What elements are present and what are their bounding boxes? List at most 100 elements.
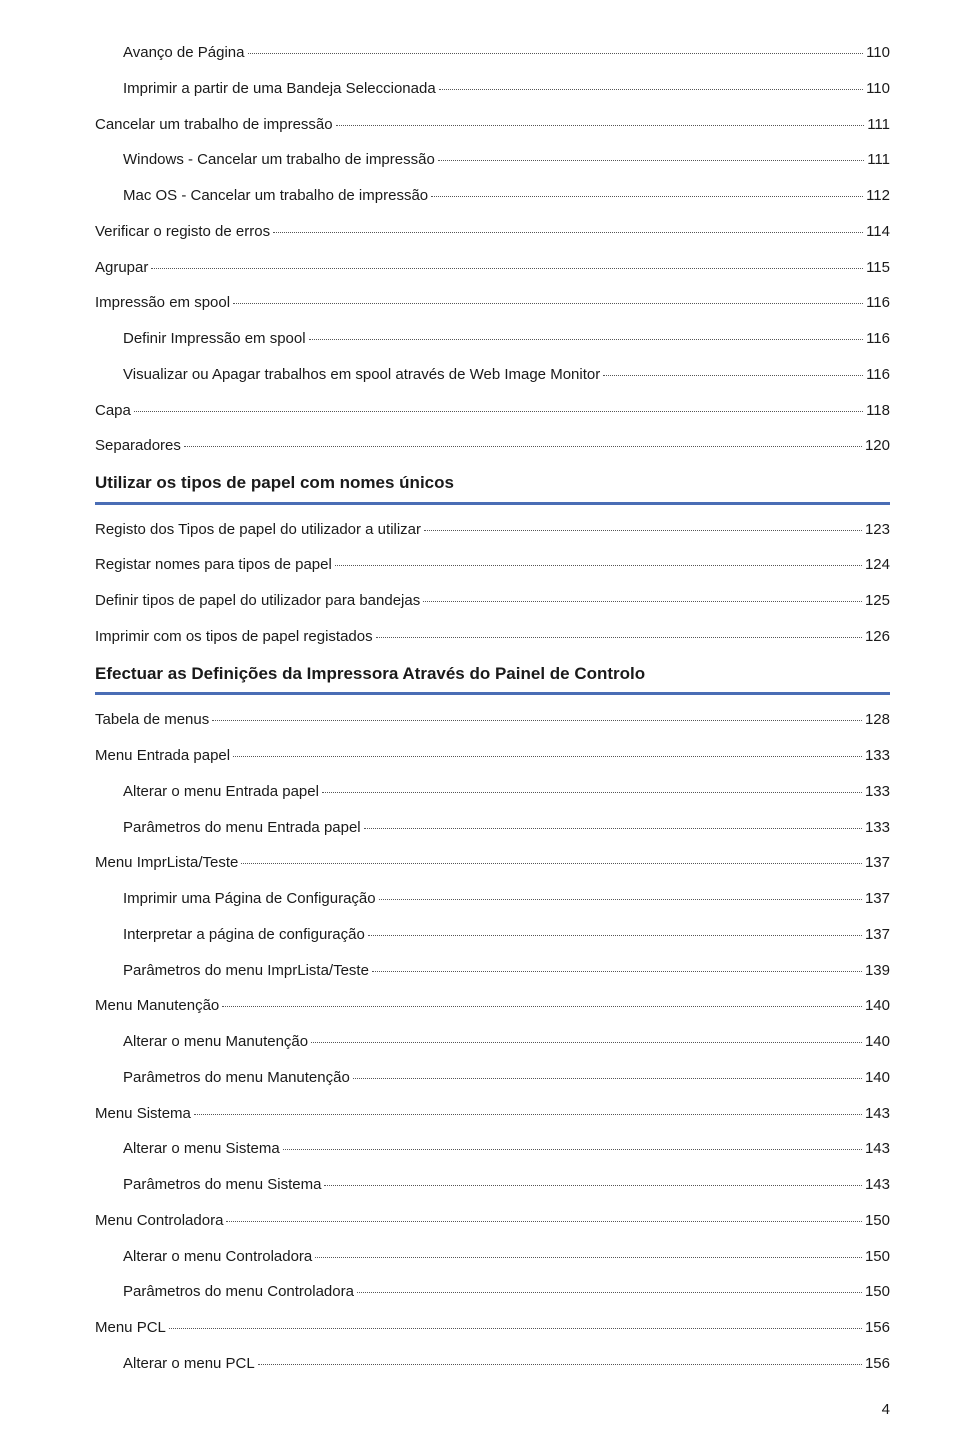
toc-entry: Windows - Cancelar um trabalho de impres… xyxy=(95,149,890,171)
toc-entry-page: 140 xyxy=(865,995,890,1017)
toc-leader xyxy=(222,995,862,1008)
toc-entry: Agrupar115 xyxy=(95,257,890,279)
toc-entry-label: Parâmetros do menu Controladora xyxy=(123,1281,354,1303)
toc-leader xyxy=(283,1138,862,1151)
toc-leader xyxy=(353,1066,862,1079)
toc-leader xyxy=(241,852,862,865)
toc-entry: Verificar o registo de erros114 xyxy=(95,221,890,243)
toc-entry-page: 118 xyxy=(866,400,890,422)
toc-leader xyxy=(357,1281,862,1294)
toc-entry-label: Separadores xyxy=(95,435,181,457)
toc-entry-page: 125 xyxy=(865,590,890,612)
toc-entry-page: 156 xyxy=(865,1353,890,1375)
toc-entry-label: Parâmetros do menu Sistema xyxy=(123,1174,321,1196)
toc-leader xyxy=(438,149,864,162)
toc-entry-label: Imprimir com os tipos de papel registado… xyxy=(95,626,373,648)
table-of-contents: Avanço de Página110Imprimir a partir de … xyxy=(95,42,890,1375)
toc-leader xyxy=(233,292,863,305)
toc-entry: Parâmetros do menu Controladora150 xyxy=(95,1281,890,1303)
toc-leader xyxy=(379,887,862,900)
toc-entry-page: 124 xyxy=(865,554,890,576)
toc-leader xyxy=(364,816,862,829)
toc-entry: Definir tipos de papel do utilizador par… xyxy=(95,590,890,612)
toc-entry: Separadores 120 xyxy=(95,435,890,457)
toc-leader xyxy=(376,625,862,638)
toc-entry-page: 156 xyxy=(865,1317,890,1339)
toc-entry-page: 139 xyxy=(865,960,890,982)
toc-leader xyxy=(134,399,863,412)
toc-entry-label: Imprimir uma Página de Configuração xyxy=(123,888,376,910)
toc-entry-label: Menu ImprLista/Teste xyxy=(95,852,238,874)
toc-entry-label: Menu Sistema xyxy=(95,1103,191,1125)
toc-entry-page: 143 xyxy=(865,1103,890,1125)
toc-entry-label: Menu Controladora xyxy=(95,1210,223,1232)
section-heading: Utilizar os tipos de papel com nomes úni… xyxy=(95,471,890,496)
section-underline xyxy=(95,692,890,695)
toc-entry-label: Alterar o menu Sistema xyxy=(123,1138,280,1160)
toc-entry-label: Alterar o menu Entrada papel xyxy=(123,781,319,803)
toc-entry: Definir Impressão em spool 116 xyxy=(95,328,890,350)
page-number: 4 xyxy=(95,1401,890,1418)
toc-entry-label: Interpretar a página de configuração xyxy=(123,924,365,946)
toc-leader xyxy=(258,1352,862,1365)
toc-entry-page: 128 xyxy=(865,709,890,731)
toc-entry-label: Menu PCL xyxy=(95,1317,166,1339)
toc-entry: Alterar o menu PCL156 xyxy=(95,1353,890,1375)
toc-leader xyxy=(248,41,864,54)
toc-entry: Visualizar ou Apagar trabalhos em spool … xyxy=(95,364,890,386)
toc-entry-page: 133 xyxy=(865,817,890,839)
toc-entry-label: Cancelar um trabalho de impressão xyxy=(95,114,333,136)
toc-entry: Parâmetros do menu ImprLista/Teste139 xyxy=(95,960,890,982)
toc-leader xyxy=(424,518,862,531)
toc-entry: Alterar o menu Manutenção 140 xyxy=(95,1031,890,1053)
toc-entry-label: Registo dos Tipos de papel do utilizador… xyxy=(95,519,421,541)
toc-leader xyxy=(322,780,862,793)
toc-entry-page: 115 xyxy=(866,257,890,279)
toc-entry-page: 143 xyxy=(865,1138,890,1160)
toc-leader xyxy=(169,1316,862,1329)
toc-leader xyxy=(311,1030,862,1043)
toc-entry-label: Alterar o menu Controladora xyxy=(123,1246,312,1268)
toc-leader xyxy=(273,220,863,233)
toc-leader xyxy=(324,1173,862,1186)
toc-entry-page: 150 xyxy=(865,1246,890,1268)
toc-entry-page: 110 xyxy=(866,42,890,64)
toc-entry: Menu Sistema 143 xyxy=(95,1103,890,1125)
toc-entry-label: Alterar o menu Manutenção xyxy=(123,1031,308,1053)
toc-leader xyxy=(335,554,862,567)
toc-entry-label: Parâmetros do menu Manutenção xyxy=(123,1067,350,1089)
toc-entry-label: Capa xyxy=(95,400,131,422)
toc-entry-page: 114 xyxy=(866,221,890,243)
toc-entry-page: 116 xyxy=(866,292,890,314)
toc-leader xyxy=(315,1245,862,1258)
toc-entry: Registo dos Tipos de papel do utilizador… xyxy=(95,519,890,541)
toc-entry: Menu PCL 156 xyxy=(95,1317,890,1339)
toc-entry: Alterar o menu Sistema 143 xyxy=(95,1138,890,1160)
toc-entry-page: 150 xyxy=(865,1210,890,1232)
toc-leader xyxy=(184,435,862,448)
toc-entry-page: 116 xyxy=(866,364,890,386)
toc-entry-label: Visualizar ou Apagar trabalhos em spool … xyxy=(123,364,600,386)
toc-leader xyxy=(372,959,862,972)
toc-leader xyxy=(151,256,863,269)
toc-leader xyxy=(336,113,865,126)
toc-entry-page: 116 xyxy=(866,328,890,350)
toc-entry-page: 110 xyxy=(866,78,890,100)
toc-entry-page: 140 xyxy=(865,1031,890,1053)
toc-entry-page: 137 xyxy=(865,852,890,874)
toc-entry-page: 111 xyxy=(867,114,890,136)
toc-leader xyxy=(212,709,862,722)
toc-entry-page: 120 xyxy=(865,435,890,457)
toc-leader xyxy=(233,744,862,757)
toc-entry-page: 137 xyxy=(865,924,890,946)
toc-entry-label: Menu Manutenção xyxy=(95,995,219,1017)
toc-entry-label: Definir Impressão em spool xyxy=(123,328,306,350)
toc-entry-label: Tabela de menus xyxy=(95,709,209,731)
toc-entry-page: 112 xyxy=(866,185,890,207)
toc-leader xyxy=(603,363,863,376)
toc-entry-label: Menu Entrada papel xyxy=(95,745,230,767)
toc-entry: Menu Controladora 150 xyxy=(95,1210,890,1232)
toc-entry-label: Windows - Cancelar um trabalho de impres… xyxy=(123,149,435,171)
toc-leader xyxy=(226,1209,862,1222)
toc-entry: Menu ImprLista/Teste 137 xyxy=(95,852,890,874)
